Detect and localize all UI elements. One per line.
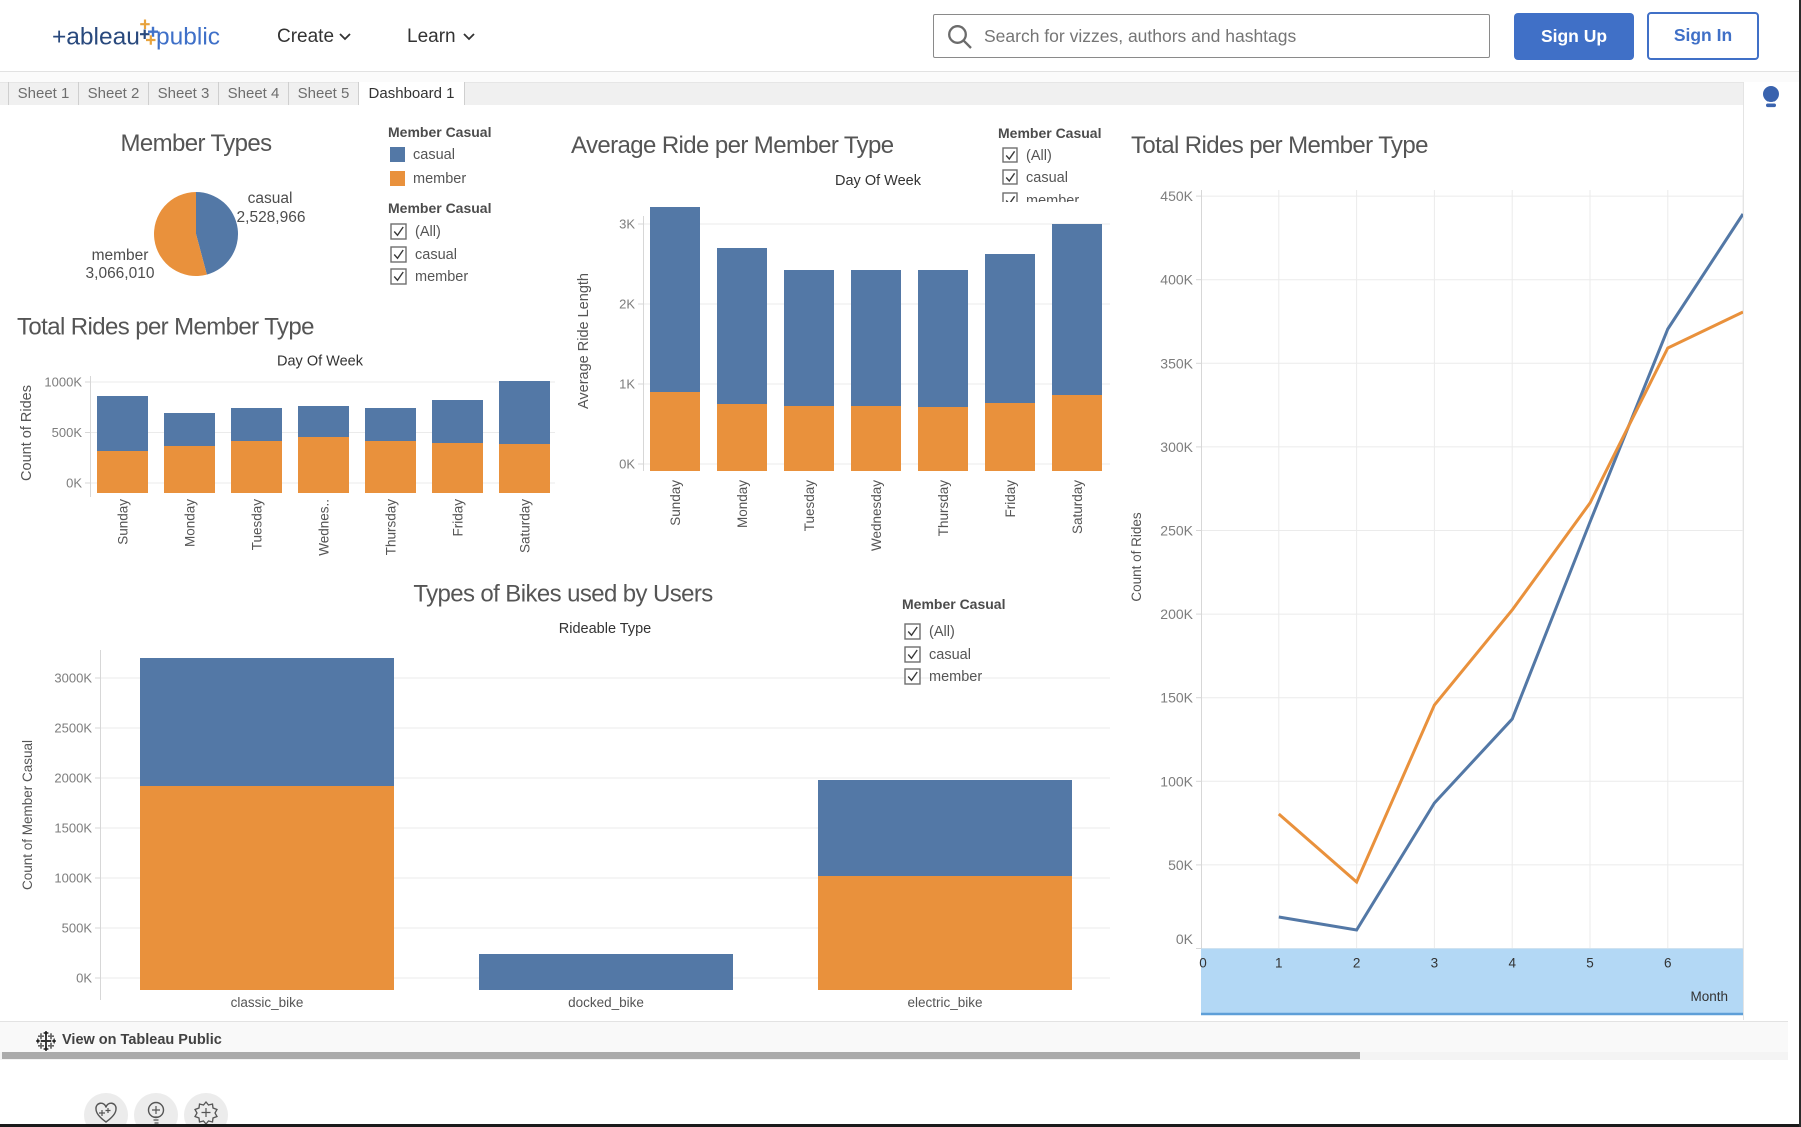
- svg-text:member: member: [92, 247, 149, 264]
- svg-text:Thursday: Thursday: [936, 480, 951, 537]
- svg-text:350K: 350K: [1160, 355, 1193, 371]
- svg-text:Saturday: Saturday: [1070, 480, 1085, 534]
- svg-text:Monday: Monday: [735, 480, 750, 528]
- svg-text:Total Rides per Member Type: Total Rides per Member Type: [17, 314, 314, 341]
- svg-text:Count of Rides: Count of Rides: [19, 385, 35, 481]
- svg-text:1: 1: [1275, 956, 1283, 971]
- svg-text:Month: Month: [1690, 989, 1728, 1004]
- svg-text:docked_bike: docked_bike: [568, 995, 644, 1010]
- svg-text:1000K: 1000K: [44, 375, 82, 390]
- svg-text:0K: 0K: [76, 971, 92, 986]
- svg-text:150K: 150K: [1160, 690, 1193, 706]
- svg-text:Sunday: Sunday: [116, 499, 131, 545]
- svg-text:Sunday: Sunday: [668, 480, 683, 526]
- svg-text:electric_bike: electric_bike: [907, 995, 982, 1010]
- svg-text:Average Ride per Member Type: Average Ride per Member Type: [571, 132, 894, 159]
- svg-text:Day Of Week: Day Of Week: [835, 173, 922, 189]
- svg-text:Day Of Week: Day Of Week: [277, 354, 364, 370]
- svg-text:0K: 0K: [1176, 931, 1194, 947]
- svg-text:Member Casual: Member Casual: [388, 124, 491, 140]
- svg-text:300K: 300K: [1160, 439, 1193, 455]
- svg-text:4: 4: [1508, 956, 1516, 971]
- svg-text:Thursday: Thursday: [384, 499, 399, 556]
- svg-text:2000K: 2000K: [54, 771, 92, 786]
- svg-text:0: 0: [1199, 956, 1207, 971]
- svg-text:Monday: Monday: [183, 499, 198, 547]
- svg-text:Types of Bikes used by Users: Types of Bikes used by Users: [413, 581, 713, 608]
- svg-text:500K: 500K: [52, 425, 83, 440]
- svg-text:2500K: 2500K: [54, 721, 92, 736]
- svg-text:100K: 100K: [1160, 773, 1193, 789]
- svg-text:2: 2: [1353, 956, 1361, 971]
- svg-text:2,528,966: 2,528,966: [237, 209, 306, 226]
- svg-text:250K: 250K: [1160, 523, 1193, 539]
- svg-text:member: member: [413, 171, 466, 187]
- svg-text:+ableau: +ableau: [52, 24, 140, 51]
- svg-text:Tuesday: Tuesday: [250, 499, 265, 551]
- svg-text:1K: 1K: [619, 377, 635, 392]
- svg-text:casual: casual: [1026, 170, 1068, 186]
- svg-text:Rideable Type: Rideable Type: [559, 621, 651, 637]
- svg-text:6: 6: [1664, 956, 1672, 971]
- svg-text:Tuesday: Tuesday: [802, 480, 817, 532]
- svg-text:member: member: [415, 269, 468, 285]
- svg-text:casual: casual: [415, 247, 457, 263]
- svg-text:Wednes..: Wednes..: [317, 499, 332, 556]
- svg-text:3,066,010: 3,066,010: [86, 265, 155, 282]
- svg-text:50K: 50K: [1168, 857, 1194, 873]
- svg-text:Count of Rides: Count of Rides: [1129, 512, 1144, 602]
- svg-text:member: member: [1026, 193, 1079, 209]
- svg-text:3000K: 3000K: [54, 671, 92, 686]
- svg-text:500K: 500K: [62, 921, 93, 936]
- svg-text:Member Casual: Member Casual: [902, 596, 1005, 612]
- svg-text:1500K: 1500K: [54, 821, 92, 836]
- svg-text:Count of Member Casual: Count of Member Casual: [20, 740, 35, 890]
- svg-text:Wednesday: Wednesday: [869, 480, 884, 551]
- svg-text:(All): (All): [415, 224, 441, 240]
- svg-text:Member Types: Member Types: [120, 130, 272, 157]
- svg-text:public: public: [156, 24, 220, 51]
- svg-text:casual: casual: [248, 190, 293, 207]
- svg-text:casual: casual: [413, 147, 455, 163]
- svg-text:0K: 0K: [66, 476, 82, 491]
- svg-text:200K: 200K: [1160, 606, 1193, 622]
- svg-text:(All): (All): [929, 624, 955, 640]
- svg-text:2K: 2K: [619, 297, 635, 312]
- svg-text:member: member: [929, 669, 982, 685]
- svg-text:casual: casual: [929, 647, 971, 663]
- svg-text:3: 3: [1431, 956, 1439, 971]
- svg-text:Member Casual: Member Casual: [388, 200, 491, 216]
- svg-text:Friday: Friday: [1003, 480, 1018, 518]
- svg-text:450K: 450K: [1160, 188, 1193, 204]
- svg-text:400K: 400K: [1160, 272, 1193, 288]
- svg-text:Member Casual: Member Casual: [998, 125, 1101, 141]
- svg-text:Total Rides per Member Type: Total Rides per Member Type: [1131, 132, 1428, 159]
- svg-text:1000K: 1000K: [54, 871, 92, 886]
- svg-text:(All): (All): [1026, 148, 1052, 164]
- svg-text:Saturday: Saturday: [518, 499, 533, 553]
- svg-text:0K: 0K: [619, 457, 635, 472]
- svg-text:3K: 3K: [619, 217, 635, 232]
- svg-text:5: 5: [1586, 956, 1594, 971]
- svg-text:Friday: Friday: [451, 499, 466, 537]
- svg-text:classic_bike: classic_bike: [231, 995, 304, 1010]
- svg-text:Average Ride Length: Average Ride Length: [576, 273, 592, 409]
